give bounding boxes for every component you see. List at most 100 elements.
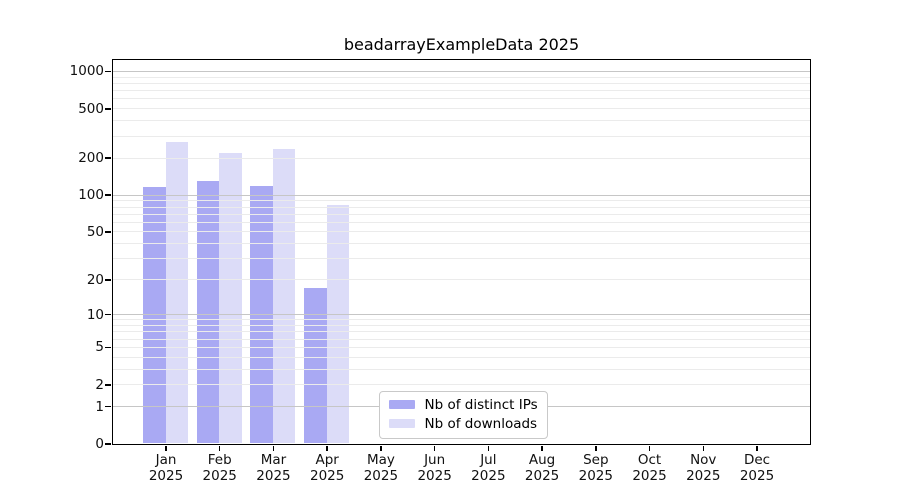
- x-tick-year-oct: 2025: [632, 467, 667, 484]
- gridline-minor-9: [112, 319, 810, 321]
- gridline-minor-50: [112, 231, 810, 233]
- x-tick-mark-jan: [165, 445, 167, 451]
- y-tick-mark-5: [105, 346, 111, 349]
- x-tick-year-sep: 2025: [578, 467, 613, 484]
- x-tick-year-jun: 2025: [417, 467, 452, 484]
- x-tick-mark-nov: [702, 445, 705, 451]
- y-tick-label-2: 2: [95, 376, 104, 393]
- x-tick-mark-jun: [433, 445, 436, 451]
- x-tick-month-jun: Jun: [424, 452, 446, 468]
- x-tick-month-sep: Sep: [583, 452, 609, 468]
- bar-feb-nb-of-distinct-ips: [196, 181, 220, 444]
- x-tick-mark-aug: [541, 445, 543, 451]
- legend-swatch-distinct-ips: [388, 400, 415, 409]
- x-tick-year-feb: 2025: [202, 467, 237, 484]
- gridline-minor-500: [112, 108, 810, 110]
- x-tick-year-dec: 2025: [739, 467, 775, 484]
- gridline-major-1000: [112, 70, 810, 72]
- x-tick-mark-jul: [487, 445, 490, 451]
- y-tick-label-10: 10: [86, 306, 104, 323]
- x-tick-label-sep: Sep 2025: [564, 452, 628, 484]
- y-tick-mark-20: [105, 279, 111, 281]
- gridline-minor-3: [112, 368, 810, 370]
- x-tick-month-apr: Apr: [315, 452, 339, 468]
- gridline-minor-20: [112, 279, 810, 281]
- y-tick-mark-200: [105, 157, 111, 159]
- bar-apr-nb-of-downloads: [326, 205, 350, 444]
- y-tick-mark-0: [105, 443, 111, 445]
- x-tick-year-jan: 2025: [148, 467, 184, 484]
- grid-layer: [112, 60, 810, 444]
- x-tick-year-nov: 2025: [686, 467, 721, 484]
- x-tick-mark-dec: [756, 445, 758, 451]
- x-tick-label-apr: Apr 2025: [295, 452, 359, 484]
- y-tick-label-200: 200: [78, 150, 104, 167]
- gridline-minor-70: [112, 213, 810, 215]
- bar-feb-nb-of-downloads: [219, 152, 242, 444]
- gridline-minor-40: [112, 243, 810, 245]
- x-tick-month-aug: Aug: [528, 452, 556, 468]
- x-tick-year-apr: 2025: [309, 467, 345, 484]
- x-tick-year-may: 2025: [363, 467, 399, 484]
- x-tick-year-mar: 2025: [256, 467, 291, 484]
- bar-mar-nb-of-downloads: [272, 149, 296, 444]
- y-tick-mark-10: [105, 313, 111, 316]
- x-tick-mark-oct: [648, 445, 651, 451]
- legend-swatch-downloads: [388, 419, 415, 428]
- gridline-major-100: [112, 194, 810, 196]
- x-tick-label-jul: Jul 2025: [456, 452, 520, 484]
- gridline-minor-700: [112, 90, 810, 92]
- x-tick-year-aug: 2025: [524, 467, 560, 484]
- x-tick-mark-apr: [326, 445, 328, 451]
- gridline-minor-60: [112, 221, 810, 223]
- legend: Nb of distinct IPs Nb of downloads: [378, 390, 548, 439]
- x-tick-label-nov: Nov 2025: [671, 452, 735, 484]
- x-tick-label-jun: Jun 2025: [403, 452, 467, 484]
- gridline-minor-6: [112, 338, 810, 340]
- bars-layer: [113, 60, 810, 444]
- gridline-minor-7: [112, 331, 810, 333]
- x-tick-label-aug: Aug 2025: [510, 452, 574, 484]
- gridline-minor-800: [112, 82, 810, 84]
- x-tick-mark-feb: [218, 445, 221, 451]
- x-tick-month-mar: Mar: [260, 452, 287, 468]
- y-tick-label-1000: 1000: [69, 63, 104, 80]
- x-tick-mark-mar: [272, 445, 275, 451]
- x-tick-label-dec: Dec 2025: [725, 452, 789, 484]
- legend-item-distinct-ips: Nb of distinct IPs: [388, 396, 538, 413]
- x-tick-label-jan: Jan 2025: [134, 452, 198, 484]
- gridline-minor-400: [112, 120, 810, 122]
- plot-area: Nb of distinct IPs Nb of downloads: [111, 58, 811, 445]
- bar-jan-nb-of-downloads: [165, 142, 188, 444]
- x-tick-month-oct: Oct: [637, 452, 662, 468]
- bar-apr-nb-of-distinct-ips: [304, 287, 327, 444]
- gridline-minor-30: [112, 258, 810, 260]
- y-tick-mark-1: [105, 405, 111, 408]
- x-tick-month-jul: Jul: [480, 452, 497, 468]
- y-tick-label-0: 0: [95, 436, 104, 452]
- gridline-minor-200: [112, 157, 810, 159]
- y-tick-mark-100: [105, 194, 111, 196]
- x-tick-mark-may: [380, 445, 382, 451]
- gridline-major-10: [112, 314, 810, 316]
- gridline-minor-2: [112, 384, 810, 386]
- x-tick-label-may: May 2025: [349, 452, 413, 484]
- x-tick-year-jul: 2025: [471, 467, 506, 484]
- y-tick-label-20: 20: [86, 271, 104, 288]
- y-tick-mark-1000: [105, 70, 111, 73]
- gridline-minor-4: [112, 356, 810, 358]
- gridline-minor-90: [112, 200, 810, 202]
- gridline-minor-600: [112, 98, 810, 100]
- y-tick-mark-2: [105, 384, 111, 386]
- y-tick-label-50: 50: [86, 223, 104, 240]
- x-tick-month-feb: Feb: [207, 452, 232, 468]
- chart-title: beadarrayExampleData 2025: [343, 35, 580, 54]
- x-tick-mark-sep: [595, 445, 597, 451]
- legend-label-distinct-ips: Nb of distinct IPs: [424, 396, 538, 413]
- gridline-minor-8: [112, 325, 810, 327]
- x-tick-label-mar: Mar 2025: [241, 452, 305, 484]
- y-tick-label-100: 100: [78, 187, 104, 204]
- y-tick-label-5: 5: [95, 339, 104, 356]
- legend-item-downloads: Nb of downloads: [388, 416, 538, 432]
